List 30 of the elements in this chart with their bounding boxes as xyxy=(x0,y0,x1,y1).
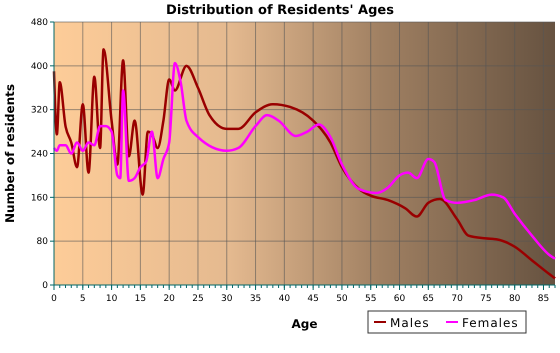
y-tick-label: 80 xyxy=(36,237,48,248)
x-tick-label: 55 xyxy=(365,294,376,304)
y-tick-label: 240 xyxy=(30,150,48,160)
y-tick-label: 320 xyxy=(30,106,48,116)
chart-title: Distribution of Residents' Ages xyxy=(166,3,394,18)
x-tick-label: 0 xyxy=(51,294,58,304)
x-tick-label: 30 xyxy=(221,294,233,304)
x-tick-label: 80 xyxy=(508,294,521,304)
y-tick-label: 0 xyxy=(42,281,48,291)
x-tick-label: 45 xyxy=(307,294,319,304)
y-axis-title: Number of residents xyxy=(3,84,17,224)
x-axis-title: Age xyxy=(291,317,318,331)
x-tick-label: 35 xyxy=(250,294,262,304)
legend-label: Females xyxy=(462,316,519,330)
x-tick-label: 50 xyxy=(336,294,348,304)
y-tick-label: 400 xyxy=(30,62,48,72)
x-tick-label: 70 xyxy=(451,294,464,304)
x-tick-label: 85 xyxy=(538,294,550,304)
y-tick-label: 160 xyxy=(30,193,48,204)
x-tick-label: 20 xyxy=(163,294,176,304)
y-tick-label: 480 xyxy=(30,18,48,28)
x-tick-label: 60 xyxy=(394,294,406,304)
x-tick-label: 25 xyxy=(192,294,204,304)
x-tick-label: 5 xyxy=(80,294,86,304)
legend-label: Males xyxy=(390,316,430,330)
x-tick-label: 15 xyxy=(134,294,146,304)
x-tick-label: 75 xyxy=(480,294,492,304)
x-tick-label: 40 xyxy=(278,294,290,304)
x-tick-label: 10 xyxy=(106,294,118,304)
x-tick-label: 65 xyxy=(422,294,434,304)
